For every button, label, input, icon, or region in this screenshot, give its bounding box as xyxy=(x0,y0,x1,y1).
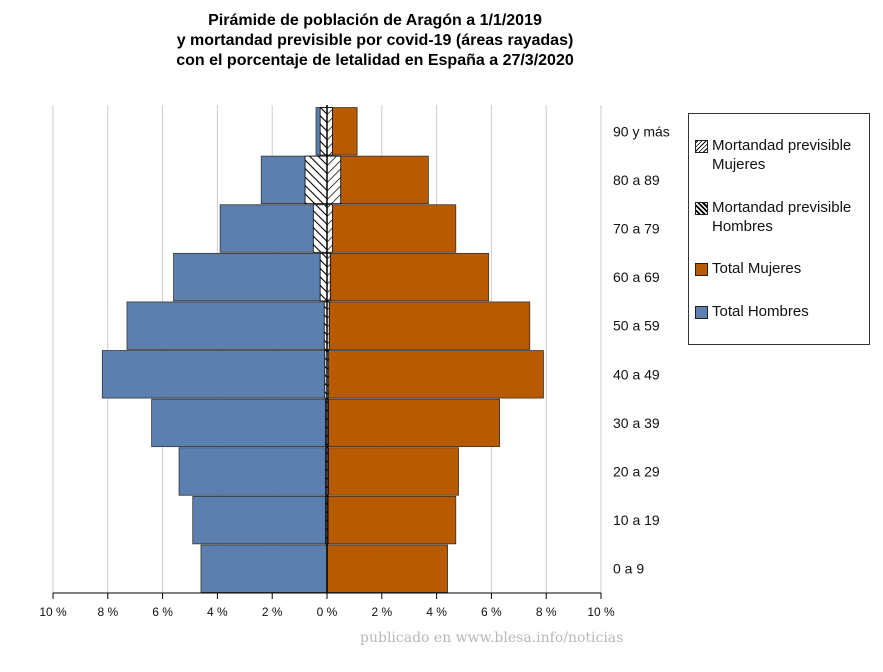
category-label: 20 a 29 xyxy=(613,464,660,480)
bar-total-hombres xyxy=(192,495,328,545)
bar-total-mujeres xyxy=(326,544,448,593)
bar-total-mujeres xyxy=(326,447,459,496)
footer-credit: publicado en www.blesa.info/noticias xyxy=(360,630,624,646)
legend-label: Total Hombres xyxy=(712,303,809,320)
bar-total-mujeres xyxy=(326,495,457,545)
bar-total-mujeres xyxy=(326,155,429,205)
category-label: 30 a 39 xyxy=(613,415,660,431)
category-label: 70 a 79 xyxy=(613,221,660,237)
bar-mortandad-mujeres xyxy=(326,155,342,205)
category-label: 90 y más xyxy=(613,123,670,139)
bar-total-hombres xyxy=(101,350,328,399)
x-tick-label: 10 % xyxy=(587,605,615,619)
x-tick-label: 6 % xyxy=(152,605,173,619)
chart-title-line-1: Pirámide de población de Aragón a 1/1/20… xyxy=(208,12,542,29)
x-tick-label: 10 % xyxy=(39,605,67,619)
bar-total-mujeres xyxy=(326,204,457,253)
bar-total-mujeres xyxy=(326,350,544,399)
chart-legend: Mortandad previsible Mujeres Mortandad p… xyxy=(688,113,870,345)
legend-label: Mortandad previsible Mujeres xyxy=(712,137,852,173)
x-tick-label: 6 % xyxy=(481,605,502,619)
x-tick-label: 2 % xyxy=(262,605,283,619)
chart-title-line-2: y mortandad previsible por covid-19 (áre… xyxy=(176,32,574,49)
x-tick-label: 8 % xyxy=(536,605,557,619)
category-label: 10 a 19 xyxy=(613,512,660,528)
legend-label: Total Mujeres xyxy=(712,260,802,277)
category-label: 60 a 69 xyxy=(613,269,660,285)
x-tick-label: 0 % xyxy=(317,605,338,619)
bar-mortandad-hombres xyxy=(304,155,328,205)
legend-item-total-hombres: Total Hombres xyxy=(695,302,872,321)
category-label: 80 a 89 xyxy=(613,172,660,188)
bar-mortandad-mujeres xyxy=(326,204,333,253)
category-label: 0 a 9 xyxy=(613,561,644,577)
bar-mortandad-mujeres xyxy=(326,107,333,156)
bar-total-mujeres xyxy=(326,301,531,350)
bar-total-hombres xyxy=(178,447,328,496)
legend-item-mortandad-hombres: Mortandad previsible Hombres xyxy=(695,198,872,236)
x-tick-label: 8 % xyxy=(97,605,118,619)
x-tick-label: 4 % xyxy=(426,605,447,619)
legend-swatch-hatch-mujeres xyxy=(695,140,708,153)
bar-total-hombres xyxy=(173,252,328,302)
legend-swatch-mujeres xyxy=(695,263,708,276)
legend-swatch-hombres xyxy=(695,306,708,319)
bar-mortandad-hombres xyxy=(319,252,328,302)
x-tick-label: 4 % xyxy=(207,605,228,619)
bar-total-mujeres xyxy=(326,252,490,302)
bar-total-hombres xyxy=(126,301,328,350)
bar-mortandad-hombres xyxy=(319,107,328,156)
category-label: 40 a 49 xyxy=(613,366,660,382)
bar-total-hombres xyxy=(219,204,328,253)
legend-swatch-hatch-hombres xyxy=(695,202,708,215)
chart-title: Pirámide de población de Aragón a 1/1/20… xyxy=(140,11,610,71)
legend-item-total-mujeres: Total Mujeres xyxy=(695,259,872,278)
bar-mortandad-hombres xyxy=(312,204,328,253)
bar-total-mujeres xyxy=(326,398,501,448)
bar-total-hombres xyxy=(151,398,328,448)
legend-item-mortandad-mujeres: Mortandad previsible Mujeres xyxy=(695,136,872,174)
legend-label: Mortandad previsible Hombres xyxy=(712,199,852,235)
chart-title-line-3: con el porcentaje de letalidad en España… xyxy=(176,52,574,69)
bar-total-hombres xyxy=(200,544,328,593)
category-label: 50 a 59 xyxy=(613,318,660,334)
x-tick-label: 2 % xyxy=(371,605,392,619)
